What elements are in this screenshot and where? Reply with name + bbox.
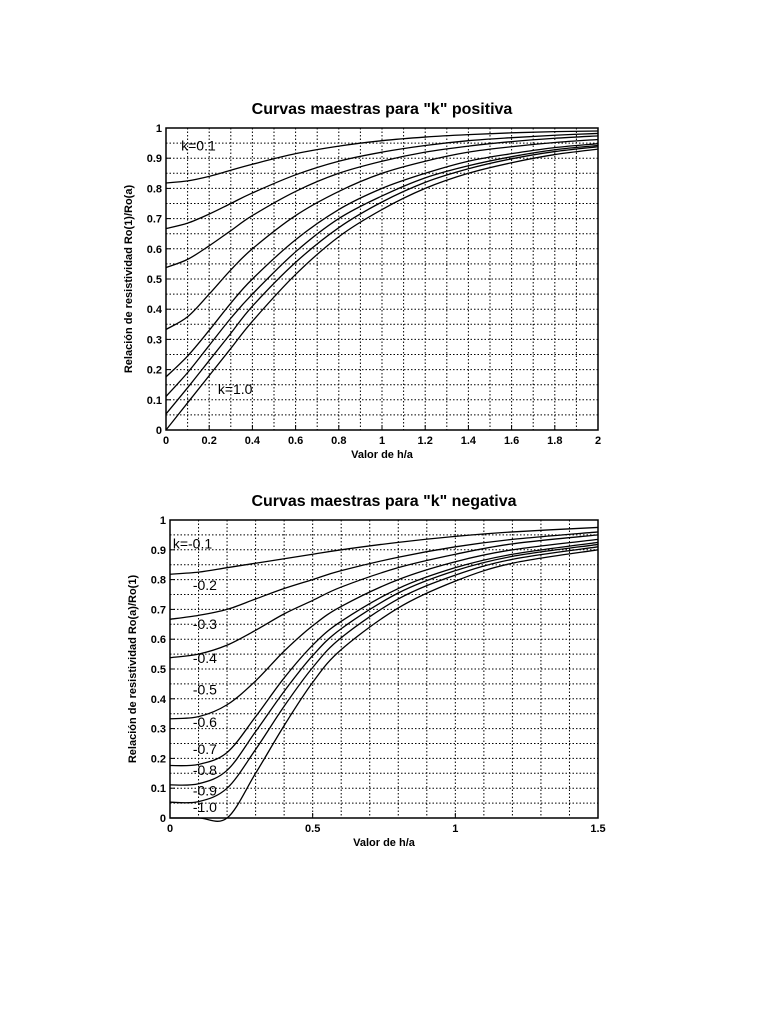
grid [166, 128, 598, 430]
y-tick-label: 0.6 [151, 634, 166, 646]
curve-annotation: -0.9 [193, 783, 217, 799]
x-axis-label: Valor de h/a [353, 837, 416, 849]
x-tick-label: 1.2 [418, 435, 433, 447]
y-tick-label: 1 [156, 123, 162, 135]
series-curve [165, 144, 599, 397]
x-tick-label: 1.5 [590, 823, 605, 835]
curve-annotation: -0.8 [193, 762, 217, 778]
curve-annotation: -1.0 [193, 799, 217, 815]
curve-annotation: k=-0.1 [173, 535, 213, 551]
curve-annotation: -0.4 [193, 650, 217, 666]
x-axis-label: Valor de h/a [351, 449, 414, 461]
grid [170, 520, 598, 818]
curve-annotation: -0.5 [193, 681, 217, 697]
curve-annotation: -0.3 [193, 616, 217, 632]
negative-k-chart: Curvas maestras para "k" negativa 0 0.5 1 1.… [0, 482, 768, 862]
series-curve [165, 146, 599, 415]
x-tick-label: 0.8 [331, 435, 346, 447]
x-tick-label: 0.4 [245, 435, 261, 447]
series-curve [169, 538, 599, 720]
y-tick-label: 0.5 [147, 274, 162, 286]
x-tick-label: 0.2 [202, 435, 217, 447]
y-tick-label: 0.4 [151, 694, 167, 706]
y-tick-label: 0.1 [147, 395, 162, 407]
y-tick-label: 0.8 [151, 575, 166, 587]
y-axis-label: Relación de resistividad Ro(a)/Ro(1) [127, 575, 139, 764]
series-curve [169, 543, 599, 786]
series-curve [169, 541, 599, 767]
series-curve [169, 546, 599, 804]
y-tick-label: 0.1 [151, 783, 166, 795]
y-tick-label: 0.6 [147, 244, 162, 256]
x-tick-label: 0 [167, 823, 173, 835]
series-curve [165, 148, 599, 431]
series-curve [169, 526, 599, 575]
x-tick-label: 0.5 [305, 823, 320, 835]
y-tick-label: 0.2 [147, 365, 162, 377]
series-curve [165, 143, 599, 378]
curve-annotation: k=0.1 [181, 138, 216, 154]
series-curve [165, 130, 599, 184]
y-tick-label: 0 [160, 813, 166, 825]
x-tick-label: 0.6 [288, 435, 303, 447]
x-tick-label: 1 [379, 435, 385, 447]
y-tick-label: 0.5 [151, 664, 166, 676]
series-curve [169, 531, 599, 620]
positive-k-chart: Curvas maestras para "k" positiva 0 0.2 0.4… [0, 92, 768, 472]
y-tick-label: 0.7 [151, 604, 166, 616]
series-curve [169, 534, 599, 659]
y-tick-label: 0.7 [147, 214, 162, 226]
curve-annotation: -0.2 [193, 577, 217, 593]
y-tick-label: 0 [156, 425, 162, 437]
y-tick-label: 0.2 [151, 753, 166, 765]
negative-k-chart-svg: Curvas maestras para "k" negativa 0 0.5 1 1.… [127, 493, 606, 849]
series-curve [165, 135, 599, 269]
x-tick-label: 1.6 [504, 435, 519, 447]
y-tick-label: 1 [160, 515, 166, 527]
y-axis-label: Relación de resistividad Ro(1)/Ro(a) [123, 185, 135, 374]
series-curve [170, 549, 599, 822]
x-tick-label: 2 [595, 435, 601, 447]
y-tick-label: 0.3 [147, 334, 162, 346]
x-tick-label: 1.4 [461, 435, 477, 447]
series-curve [165, 132, 599, 230]
y-tick-label: 0.8 [147, 183, 162, 195]
chart-title: Curvas maestras para "k" negativa [251, 493, 516, 510]
x-tick-label: 1.8 [547, 435, 562, 447]
x-tick-label: 1 [452, 823, 458, 835]
curve-annotation: -0.6 [193, 714, 217, 730]
curve-annotation: k=1.0 [218, 381, 253, 397]
y-tick-label: 0.9 [147, 153, 162, 165]
positive-k-chart-svg: Curvas maestras para "k" positiva 0 0.2 0.4… [123, 101, 601, 461]
y-tick-label: 0.4 [147, 304, 163, 316]
y-tick-label: 0.9 [151, 545, 166, 557]
chart-title: Curvas maestras para "k" positiva [252, 101, 513, 118]
curve-annotation: -0.7 [193, 741, 217, 757]
y-tick-label: 0.3 [151, 724, 166, 736]
series-curve [165, 138, 599, 330]
x-tick-label: 0 [163, 435, 169, 447]
